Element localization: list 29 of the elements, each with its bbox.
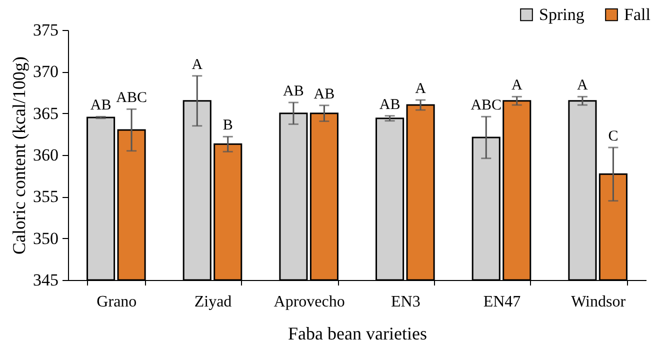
data-label: A: [577, 78, 588, 94]
y-tick-label: 350: [33, 228, 58, 248]
data-label: C: [608, 128, 618, 144]
x-tick-label: Aprovecho: [274, 294, 345, 310]
x-tick-label: EN47: [483, 294, 521, 310]
x-axis-title: Faba bean varieties: [288, 324, 427, 344]
y-tick-label: 355: [33, 187, 58, 206]
data-label: A: [192, 56, 203, 73]
legend-label: Spring: [539, 4, 585, 24]
data-label: B: [222, 118, 233, 134]
y-tick-label: 375: [33, 20, 58, 40]
data-label: ABC: [470, 98, 502, 114]
x-tick-label: Grano: [96, 294, 137, 310]
data-label: AB: [314, 86, 335, 102]
x-tick-label: EN3: [391, 294, 420, 310]
data-label: AB: [283, 84, 304, 100]
data-label: AB: [379, 96, 400, 113]
y-tick-label: 365: [33, 104, 58, 123]
x-tick-label: Windsor: [571, 294, 626, 310]
data-label: A: [511, 78, 522, 94]
data-label: AB: [90, 98, 112, 114]
data-label: ABC: [116, 90, 147, 106]
y-tick-label: 345: [33, 270, 58, 290]
y-axis-title: Caloric content (kcal/100g): [9, 56, 29, 254]
x-tick-label: Ziyad: [194, 294, 232, 310]
y-tick-label: 370: [33, 62, 58, 82]
data-label: A: [415, 81, 426, 97]
legend-label: Fall: [624, 4, 651, 24]
y-tick-label: 360: [33, 146, 58, 164]
